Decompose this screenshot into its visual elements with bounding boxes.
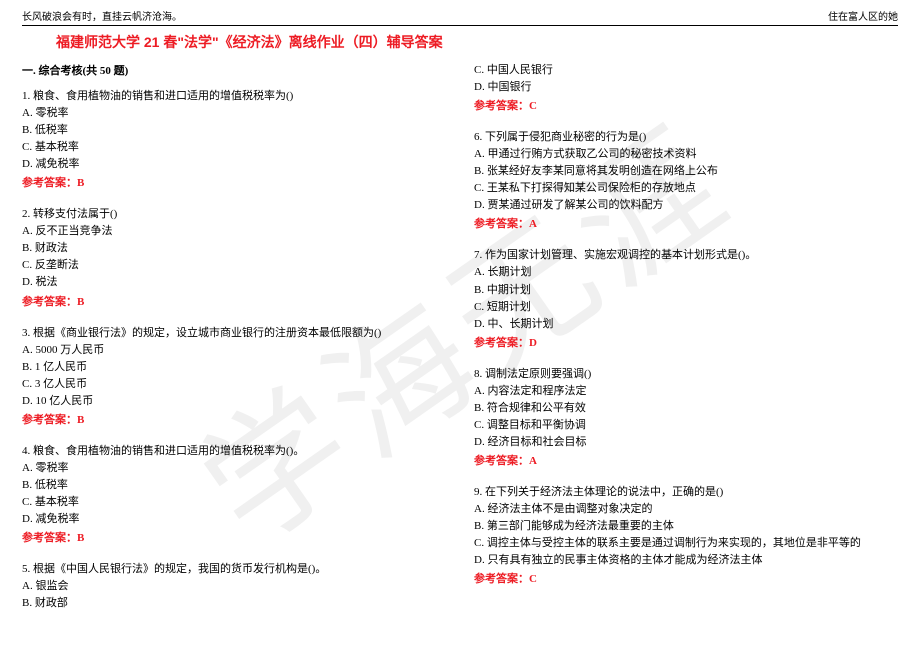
question-block: 6. 下列属于侵犯商业秘密的行为是() A. 甲通过行贿方式获取乙公司的秘密技术… (474, 129, 898, 233)
question-block: 9. 在下列关于经济法主体理论的说法中，正确的是() A. 经济法主体不是由调整… (474, 484, 898, 588)
header-left: 长风破浪会有时，直挂云帆济沧海。 (22, 8, 182, 23)
answer-text: 参考答案：B (22, 412, 446, 429)
question-option: B. 第三部门能够成为经济法最重要的主体 (474, 518, 898, 535)
question-option: D. 只有具有独立的民事主体资格的主体才能成为经济法主体 (474, 552, 898, 569)
question-option: C. 短期计划 (474, 299, 898, 316)
answer-text: 参考答案：B (22, 175, 446, 192)
question-option: A. 零税率 (22, 105, 446, 122)
answer-text: 参考答案：A (474, 453, 898, 470)
question-option: D. 经济目标和社会目标 (474, 434, 898, 451)
question-option: B. 低税率 (22, 477, 446, 494)
question-block: 1. 粮食、食用植物油的销售和进口适用的增值税税率为() A. 零税率 B. 低… (22, 88, 446, 192)
question-option: A. 银监会 (22, 578, 446, 595)
right-column: C. 中国人民银行 D. 中国银行 参考答案：C 6. 下列属于侵犯商业秘密的行… (474, 62, 898, 626)
page-title: 福建师范大学 21 春"法学"《经济法》离线作业（四）辅导答案 (56, 32, 898, 52)
question-stem: 9. 在下列关于经济法主体理论的说法中，正确的是() (474, 484, 898, 501)
question-option: A. 甲通过行贿方式获取乙公司的秘密技术资料 (474, 146, 898, 163)
answer-text: 参考答案：C (474, 571, 898, 588)
question-option: B. 低税率 (22, 122, 446, 139)
answer-text: 参考答案：B (22, 530, 446, 547)
question-option: C. 基本税率 (22, 494, 446, 511)
question-option: C. 调控主体与受控主体的联系主要是通过调制行为来实现的，其地位是非平等的 (474, 535, 898, 552)
question-option: A. 反不正当竞争法 (22, 223, 446, 240)
question-option: C. 反垄断法 (22, 257, 446, 274)
question-option: B. 财政法 (22, 240, 446, 257)
question-stem: 1. 粮食、食用植物油的销售和进口适用的增值税税率为() (22, 88, 446, 105)
answer-text: 参考答案：B (22, 294, 446, 311)
question-option: D. 减免税率 (22, 511, 446, 528)
question-option: D. 贾某通过研发了解某公司的饮料配方 (474, 197, 898, 214)
question-option: C. 调整目标和平衡协调 (474, 417, 898, 434)
question-block: 8. 调制法定原则要强调() A. 内容法定和程序法定 B. 符合规律和公平有效… (474, 366, 898, 470)
question-stem: 4. 粮食、食用植物油的销售和进口适用的增值税税率为()。 (22, 443, 446, 460)
question-block: 4. 粮食、食用植物油的销售和进口适用的增值税税率为()。 A. 零税率 B. … (22, 443, 446, 547)
question-option: D. 减免税率 (22, 156, 446, 173)
question-option: C. 基本税率 (22, 139, 446, 156)
document-page: 长风破浪会有时，直挂云帆济沧海。 住在富人区的她 福建师范大学 21 春"法学"… (0, 0, 920, 634)
question-option: A. 经济法主体不是由调整对象决定的 (474, 501, 898, 518)
answer-text: 参考答案：C (474, 98, 898, 115)
content-columns: 一. 综合考核(共 50 题) 1. 粮食、食用植物油的销售和进口适用的增值税税… (22, 62, 898, 626)
answer-text: 参考答案：D (474, 335, 898, 352)
question-option: D. 税法 (22, 274, 446, 291)
question-option: B. 中期计划 (474, 282, 898, 299)
question-stem: 2. 转移支付法属于() (22, 206, 446, 223)
question-block: 7. 作为国家计划管理、实施宏观调控的基本计划形式是()。 A. 长期计划 B.… (474, 247, 898, 351)
question-stem: 7. 作为国家计划管理、实施宏观调控的基本计划形式是()。 (474, 247, 898, 264)
header-bar: 长风破浪会有时，直挂云帆济沧海。 住在富人区的她 (22, 8, 898, 26)
question-option: B. 张某经好友李某同意将其发明创造在网络上公布 (474, 163, 898, 180)
question-option: A. 零税率 (22, 460, 446, 477)
question-option: D. 中国银行 (474, 79, 898, 96)
question-stem: 8. 调制法定原则要强调() (474, 366, 898, 383)
question-stem: 6. 下列属于侵犯商业秘密的行为是() (474, 129, 898, 146)
section-heading: 一. 综合考核(共 50 题) (22, 62, 446, 78)
question-option: A. 5000 万人民币 (22, 342, 446, 359)
question-block: 3. 根据《商业银行法》的规定，设立城市商业银行的注册资本最低限额为() A. … (22, 325, 446, 429)
question-option: A. 内容法定和程序法定 (474, 383, 898, 400)
question-block: C. 中国人民银行 D. 中国银行 参考答案：C (474, 62, 898, 115)
question-option: B. 符合规律和公平有效 (474, 400, 898, 417)
question-option: A. 长期计划 (474, 264, 898, 281)
question-option: D. 10 亿人民币 (22, 393, 446, 410)
left-column: 一. 综合考核(共 50 题) 1. 粮食、食用植物油的销售和进口适用的增值税税… (22, 62, 446, 626)
question-stem: 3. 根据《商业银行法》的规定，设立城市商业银行的注册资本最低限额为() (22, 325, 446, 342)
question-option: B. 财政部 (22, 595, 446, 612)
question-option: C. 3 亿人民币 (22, 376, 446, 393)
question-option: D. 中、长期计划 (474, 316, 898, 333)
question-option: C. 王某私下打探得知某公司保险柜的存放地点 (474, 180, 898, 197)
question-block: 5. 根据《中国人民银行法》的规定，我国的货币发行机构是()。 A. 银监会 B… (22, 561, 446, 612)
answer-text: 参考答案：A (474, 216, 898, 233)
question-option: C. 中国人民银行 (474, 62, 898, 79)
header-right: 住在富人区的她 (828, 8, 898, 23)
question-block: 2. 转移支付法属于() A. 反不正当竞争法 B. 财政法 C. 反垄断法 D… (22, 206, 446, 310)
question-stem: 5. 根据《中国人民银行法》的规定，我国的货币发行机构是()。 (22, 561, 446, 578)
question-option: B. 1 亿人民币 (22, 359, 446, 376)
